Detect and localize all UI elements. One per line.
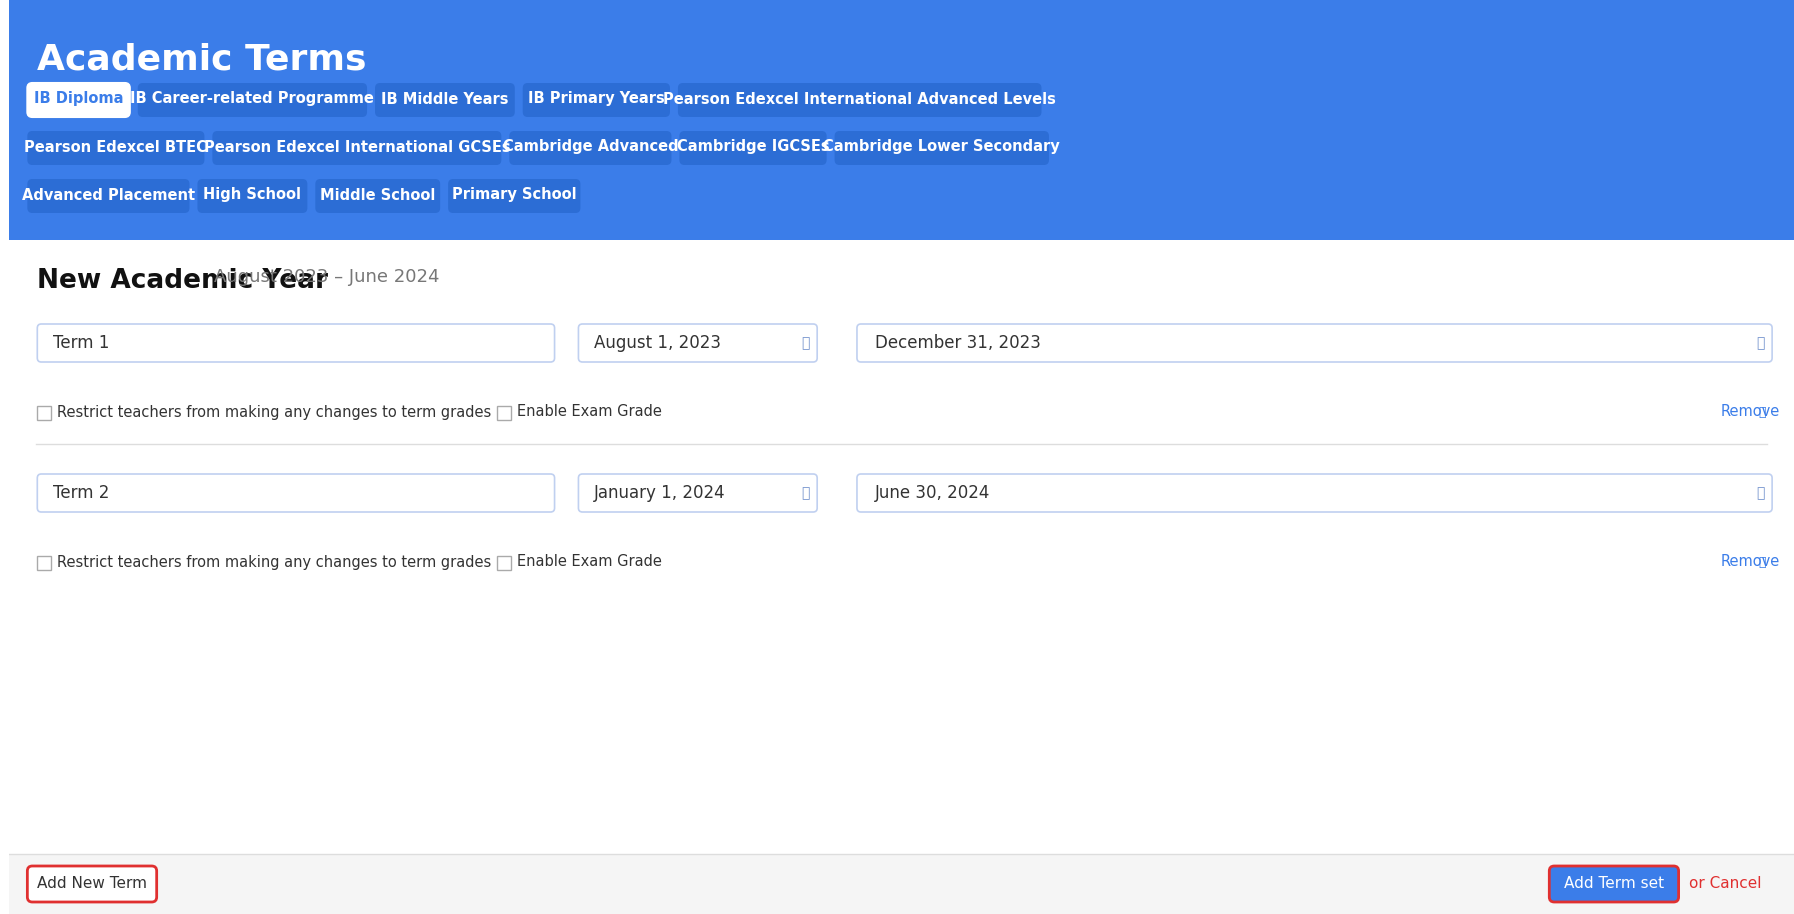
- Text: Add Term set: Add Term set: [1564, 877, 1665, 891]
- Text: 📅: 📅: [1756, 486, 1764, 500]
- Text: Term 2: Term 2: [54, 484, 109, 502]
- FancyBboxPatch shape: [578, 324, 818, 362]
- Bar: [9, 854, 1794, 914]
- Text: IB Career-related Programme: IB Career-related Programme: [131, 91, 375, 107]
- FancyBboxPatch shape: [509, 131, 671, 165]
- FancyBboxPatch shape: [678, 83, 1042, 117]
- Text: IB Primary Years: IB Primary Years: [527, 91, 666, 107]
- Text: Term 1: Term 1: [54, 334, 109, 352]
- FancyBboxPatch shape: [578, 474, 818, 512]
- Text: Pearson Edexcel International Advanced Levels: Pearson Edexcel International Advanced L…: [664, 91, 1057, 107]
- FancyBboxPatch shape: [27, 83, 129, 117]
- Bar: [9, 0, 1794, 240]
- Text: High School: High School: [203, 187, 301, 203]
- Text: or Cancel: or Cancel: [1688, 877, 1762, 891]
- Text: Remove: Remove: [1720, 405, 1780, 420]
- Text: Starts on: Starts on: [578, 328, 648, 343]
- Text: 🗑: 🗑: [1758, 406, 1765, 419]
- Text: Cambridge IGCSEs: Cambridge IGCSEs: [676, 140, 829, 154]
- Text: Restrict teachers from making any changes to term grades: Restrict teachers from making any change…: [57, 555, 492, 569]
- Text: Cambridge Lower Secondary: Cambridge Lower Secondary: [823, 140, 1060, 154]
- Text: December 31, 2023: December 31, 2023: [875, 334, 1041, 352]
- Bar: [38, 556, 52, 570]
- FancyBboxPatch shape: [212, 131, 501, 165]
- Text: Primary School: Primary School: [452, 187, 576, 203]
- Text: Remove: Remove: [1720, 555, 1780, 569]
- FancyBboxPatch shape: [834, 131, 1049, 165]
- FancyBboxPatch shape: [375, 83, 515, 117]
- Text: 📅: 📅: [802, 486, 809, 500]
- Text: IB Diploma: IB Diploma: [34, 91, 124, 107]
- FancyBboxPatch shape: [138, 83, 368, 117]
- FancyBboxPatch shape: [316, 179, 440, 213]
- Text: 📅: 📅: [802, 336, 809, 350]
- Text: Add New Term: Add New Term: [38, 877, 147, 891]
- FancyBboxPatch shape: [197, 179, 307, 213]
- Text: Name: Name: [38, 328, 88, 343]
- FancyBboxPatch shape: [38, 474, 554, 512]
- Text: New Academic Year: New Academic Year: [38, 268, 328, 294]
- Text: June 30, 2024: June 30, 2024: [875, 484, 990, 502]
- Text: Starts on: Starts on: [578, 478, 648, 493]
- Text: 📅: 📅: [1756, 336, 1764, 350]
- Text: Name: Name: [38, 478, 88, 493]
- Text: Advanced Placement: Advanced Placement: [22, 187, 196, 203]
- FancyBboxPatch shape: [858, 474, 1772, 512]
- Text: Cambridge Advanced: Cambridge Advanced: [502, 140, 678, 154]
- Bar: [497, 556, 511, 570]
- FancyBboxPatch shape: [27, 866, 156, 902]
- Text: January 1, 2024: January 1, 2024: [594, 484, 727, 502]
- Text: Pearson Edexcel International GCSEs: Pearson Edexcel International GCSEs: [203, 140, 509, 154]
- Text: IB Middle Years: IB Middle Years: [380, 91, 509, 107]
- FancyBboxPatch shape: [27, 179, 190, 213]
- Text: *: *: [75, 478, 83, 493]
- Text: Enable Exam Grade: Enable Exam Grade: [517, 555, 662, 569]
- Text: Middle School: Middle School: [319, 187, 436, 203]
- Bar: [497, 406, 511, 420]
- Text: Ends on: Ends on: [858, 328, 919, 343]
- Text: 🗑: 🗑: [1758, 556, 1765, 569]
- FancyBboxPatch shape: [38, 324, 554, 362]
- Bar: [38, 406, 52, 420]
- Text: Academic Terms: Academic Terms: [38, 42, 366, 76]
- FancyBboxPatch shape: [522, 83, 669, 117]
- FancyBboxPatch shape: [858, 324, 1772, 362]
- FancyBboxPatch shape: [448, 179, 581, 213]
- Text: Enable Exam Grade: Enable Exam Grade: [517, 405, 662, 420]
- FancyBboxPatch shape: [1550, 866, 1679, 902]
- Text: Pearson Edexcel BTEC: Pearson Edexcel BTEC: [25, 140, 208, 154]
- Text: *: *: [75, 328, 83, 343]
- FancyBboxPatch shape: [27, 131, 205, 165]
- Text: Ends on: Ends on: [858, 478, 919, 493]
- FancyBboxPatch shape: [680, 131, 827, 165]
- Text: Restrict teachers from making any changes to term grades: Restrict teachers from making any change…: [57, 405, 492, 420]
- Text: August 1, 2023: August 1, 2023: [594, 334, 721, 352]
- Text: August 2023 – June 2024: August 2023 – June 2024: [213, 268, 440, 286]
